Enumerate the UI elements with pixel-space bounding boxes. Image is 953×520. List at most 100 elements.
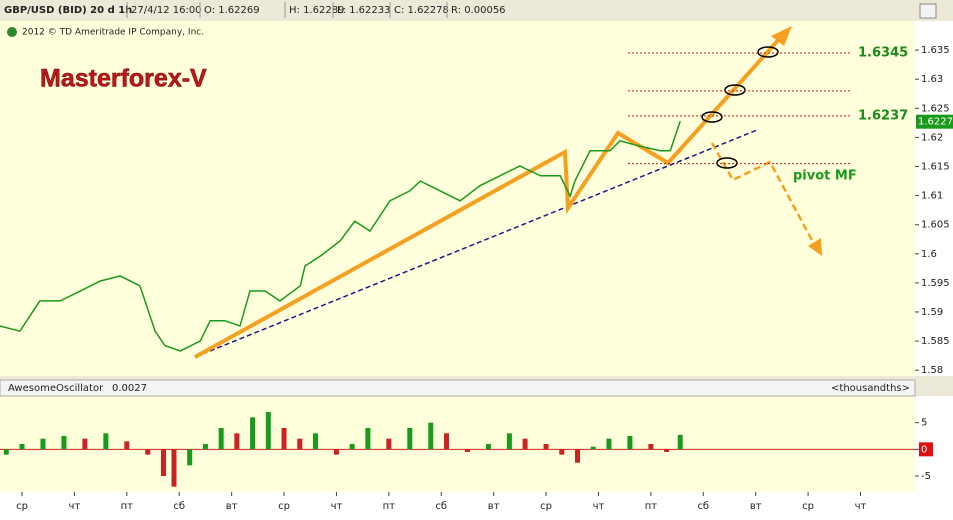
osc-bar	[506, 433, 512, 450]
y-tick-label: 1.63	[921, 74, 943, 85]
osc-bar	[575, 449, 581, 463]
osc-bar	[124, 441, 130, 450]
x-tick-label: чт	[855, 501, 867, 512]
target-marker	[701, 111, 723, 123]
osc-bar	[428, 422, 434, 450]
y-tick-label: 5	[921, 418, 927, 429]
osc-bar	[559, 449, 565, 455]
x-tick-label: ср	[802, 501, 814, 512]
y-tick-label: 1.635	[921, 45, 950, 56]
osc-bar	[590, 446, 596, 450]
osc-bar	[386, 438, 392, 450]
osc-bar	[171, 449, 177, 487]
icon	[7, 27, 17, 37]
header-item: C: 1.62278	[394, 5, 449, 16]
osc-bar	[464, 449, 470, 452]
x-tick-label: вт	[488, 501, 500, 512]
osc-bar	[161, 449, 167, 476]
y-tick-label: -5	[921, 471, 931, 482]
header-item: L: 1.62233	[337, 5, 390, 16]
header-item: GBP/USD (BID) 20 d 1h	[4, 5, 132, 16]
copyright: 2012 © TD Ameritrade IP Company, Inc.	[22, 28, 204, 38]
osc-header	[0, 379, 916, 397]
y-tick-label: 1.59	[921, 307, 943, 318]
y-tick-label: 1.595	[921, 278, 950, 289]
x-tick-label: ср	[540, 501, 552, 512]
arrow-head	[808, 238, 822, 256]
osc-bar	[648, 444, 654, 450]
osc-bar	[281, 428, 287, 450]
osc-bar	[19, 444, 25, 450]
y-tick-label: 1.585	[921, 336, 950, 347]
osc-bar	[202, 444, 208, 450]
header-item: H: 1.62289	[289, 5, 344, 16]
osc-bar	[677, 434, 683, 450]
watermark: Masterforex-V	[40, 65, 207, 93]
osc-bar	[365, 428, 371, 450]
osc-bar	[297, 438, 303, 450]
x-tick-label: сб	[697, 501, 709, 512]
osc-bar	[443, 433, 449, 450]
x-tick-label: ср	[278, 501, 290, 512]
support-line	[194, 129, 758, 358]
osc-bar	[145, 449, 151, 455]
level-label: 1.6345	[858, 46, 908, 61]
price-line	[0, 120, 681, 352]
time-axis	[0, 492, 953, 520]
x-tick-label: ср	[16, 501, 28, 512]
wave-line	[194, 35, 783, 359]
y-tick-label: 1.62	[921, 132, 943, 143]
osc-bar	[250, 417, 256, 450]
zero-badge	[919, 442, 933, 457]
target-marker	[757, 46, 779, 58]
x-tick-label: пт	[645, 501, 658, 512]
osc-bar	[61, 436, 67, 450]
x-tick-label: чт	[331, 501, 343, 512]
osc-bar	[3, 449, 9, 455]
osc-bar	[407, 428, 413, 450]
osc-bar	[522, 438, 528, 450]
x-tick-label: пт	[383, 501, 396, 512]
x-tick-label: сб	[173, 501, 185, 512]
osc-bar	[234, 433, 240, 450]
osc-bar	[543, 444, 549, 450]
osc-bar	[627, 436, 633, 450]
osc-bar	[187, 449, 193, 466]
osc-units: <thousandths>	[831, 383, 910, 394]
drawings	[194, 26, 822, 359]
x-tick-label: чт	[69, 501, 81, 512]
level-label: 1.6237	[858, 108, 908, 123]
y-tick-label: 1.58	[921, 365, 943, 376]
osc-bar	[349, 444, 355, 450]
y-tick-label: 1.6	[921, 249, 937, 260]
price-axis	[915, 21, 953, 376]
x-tick-label: вт	[226, 501, 238, 512]
osc-bar	[103, 433, 109, 450]
target-marker	[716, 157, 738, 169]
x-tick-label: вт	[750, 501, 762, 512]
osc-title: AwesomeOscillator	[8, 383, 104, 394]
header-item: R: 0.00056	[451, 5, 506, 16]
osc-bar	[82, 438, 88, 450]
y-tick-label: 1.61	[921, 191, 943, 202]
osc-bar	[333, 449, 339, 455]
annotation: pivot MF	[793, 169, 857, 184]
osc-current: 0.0027	[112, 383, 147, 394]
y-tick-label: 1.615	[921, 161, 950, 172]
y-tick-label: 1.605	[921, 220, 950, 231]
header-item: O: 1.62269	[204, 5, 260, 16]
osc-bar	[606, 438, 612, 450]
osc-pane	[0, 396, 915, 492]
price-pane	[0, 21, 915, 376]
osc-bar	[218, 428, 224, 450]
x-tick-label: сб	[435, 501, 447, 512]
y-tick-label: 0	[921, 444, 927, 455]
arrow-head	[771, 26, 792, 46]
window-button[interactable]	[919, 3, 937, 19]
y-tick-label: 1.625	[921, 103, 950, 114]
target-marker	[724, 84, 746, 96]
last-value: 1.6227	[918, 117, 953, 128]
x-tick-label: чт	[593, 501, 605, 512]
